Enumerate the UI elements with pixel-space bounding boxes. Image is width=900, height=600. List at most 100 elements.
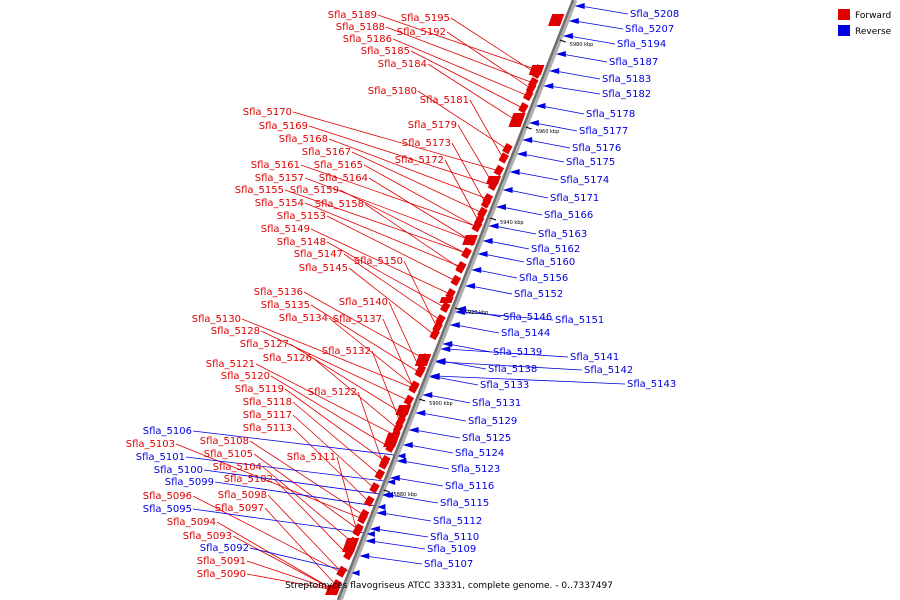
gene-label-sfla-5192: Sfla_5192 <box>397 27 446 38</box>
forward-feature <box>528 65 545 75</box>
forward-feature <box>477 206 488 219</box>
gene-label-sfla-5107: Sfla_5107 <box>424 559 473 570</box>
gene-label-sfla-5168: Sfla_5168 <box>279 134 328 145</box>
connector-line <box>175 443 363 519</box>
gene-label-sfla-5120: Sfla_5120 <box>221 371 270 382</box>
connector-line <box>392 38 528 96</box>
connector-line <box>446 31 531 89</box>
connector-line <box>549 85 601 95</box>
reverse-feature <box>435 359 446 365</box>
connector-line <box>216 521 335 591</box>
gene-label-sfla-5159: Sfla_5159 <box>290 185 339 196</box>
gene-label-sfla-5140: Sfla_5140 <box>339 297 388 308</box>
forward-feature <box>508 113 526 127</box>
gene-label-sfla-5166: Sfla_5166 <box>544 210 593 221</box>
reverse-feature <box>396 458 407 464</box>
connector-line <box>444 159 479 222</box>
connector-line <box>304 202 461 268</box>
connector-line <box>457 124 494 185</box>
gene-label-sfla-5132: Sfla_5132 <box>322 346 371 357</box>
connector-line <box>284 189 467 254</box>
gene-label-sfla-5161: Sfla_5161 <box>251 160 300 171</box>
gene-label-sfla-5122: Sfla_5122 <box>308 387 357 398</box>
gene-label-sfla-5171: Sfla_5171 <box>550 193 599 204</box>
reverse-feature <box>568 18 579 24</box>
connector-line <box>395 477 444 487</box>
tick-label: 5940 kbp <box>500 220 524 226</box>
connector-line <box>461 308 502 318</box>
gene-label-sfla-5167: Sfla_5167 <box>302 147 351 158</box>
gene-label-sfla-5130: Sfla_5130 <box>192 314 241 325</box>
gene-label-sfla-5116: Sfla_5116 <box>445 481 494 492</box>
gene-label-sfla-5110: Sfla_5110 <box>430 532 479 543</box>
gene-label-sfla-5139: Sfla_5139 <box>493 347 542 358</box>
gene-label-sfla-5095: Sfla_5095 <box>143 504 192 515</box>
connector-line <box>326 241 445 308</box>
gene-label-sfla-5183: Sfla_5183 <box>602 74 651 85</box>
gene-label-sfla-5124: Sfla_5124 <box>455 448 504 459</box>
connector-line <box>501 206 543 216</box>
connector-line <box>435 375 626 385</box>
gene-label-sfla-5137: Sfla_5137 <box>333 314 382 325</box>
connector-line <box>450 17 537 74</box>
legend: Forward Reverse <box>838 9 892 37</box>
forward-feature <box>374 468 386 481</box>
gene-label-sfla-5105: Sfla_5105 <box>204 449 253 460</box>
connector-line <box>310 304 420 373</box>
gene-label-sfla-5186: Sfla_5186 <box>343 34 392 45</box>
gene-label-sfla-5117: Sfla_5117 <box>243 410 292 421</box>
gene-label-sfla-5149: Sfla_5149 <box>261 224 310 235</box>
reverse-feature <box>482 238 493 244</box>
legend-forward-label: Forward <box>855 11 891 21</box>
gene-label-sfla-5135: Sfla_5135 <box>261 300 310 311</box>
reverse-feature <box>402 442 413 448</box>
reverse-feature <box>516 151 527 157</box>
reverse-feature <box>397 453 406 459</box>
tick-mark <box>489 217 497 221</box>
gene-label-sfla-5179: Sfla_5179 <box>408 120 457 131</box>
gene-label-sfla-5182: Sfla_5182 <box>602 89 651 100</box>
connector-line <box>515 171 559 181</box>
gene-label-sfla-5153: Sfla_5153 <box>277 211 326 222</box>
connector-line <box>192 430 403 457</box>
connector-line <box>368 177 471 241</box>
connector-line <box>494 225 537 235</box>
connector-line <box>388 301 421 370</box>
gene-label-sfla-5125: Sfla_5125 <box>462 433 511 444</box>
gene-label-sfla-5181: Sfla_5181 <box>420 95 469 106</box>
gene-label-sfla-5141: Sfla_5141 <box>570 352 619 363</box>
connector-line <box>357 391 384 465</box>
connector-line <box>470 285 513 295</box>
reverse-feature <box>449 322 460 328</box>
gene-label-sfla-5169: Sfla_5169 <box>259 121 308 132</box>
forward-feature <box>336 565 348 578</box>
forward-feature <box>461 247 472 259</box>
connector-line <box>348 267 435 335</box>
connector-line <box>255 363 395 436</box>
gene-label-sfla-5170: Sfla_5170 <box>243 107 292 118</box>
connector-line <box>428 394 471 404</box>
forward-feature <box>486 176 501 184</box>
connector-line <box>446 348 569 358</box>
tick-mark <box>525 126 532 130</box>
reverse-feature <box>522 137 533 143</box>
connector-line <box>451 142 486 204</box>
reverse-feature <box>369 526 380 532</box>
legend-reverse-swatch <box>838 25 850 36</box>
connector-line <box>365 555 423 565</box>
gene-label-sfla-5175: Sfla_5175 <box>566 157 615 168</box>
gene-label-sfla-5127: Sfla_5127 <box>240 339 289 350</box>
gene-label-sfla-5094: Sfla_5094 <box>167 517 216 528</box>
gene-label-sfla-5145: Sfla_5145 <box>299 263 348 274</box>
forward-feature <box>471 220 483 233</box>
connector-line <box>308 125 493 186</box>
tick-mark <box>559 39 566 43</box>
connector-line <box>253 453 359 530</box>
connector-line <box>522 153 565 163</box>
gene-label-sfla-5097: Sfla_5097 <box>215 503 264 514</box>
gene-label-sfla-5128: Sfla_5128 <box>211 326 260 337</box>
connector-line <box>246 573 334 591</box>
gene-label-sfla-5194: Sfla_5194 <box>617 39 666 50</box>
connector-line <box>455 324 500 334</box>
connector-line <box>421 412 467 422</box>
